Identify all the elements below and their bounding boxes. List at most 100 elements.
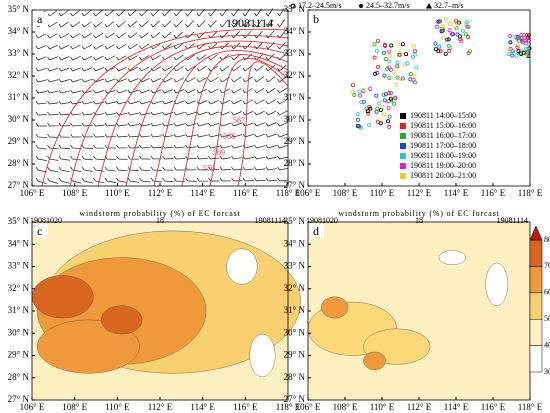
wind-barb [81,32,92,39]
wind-barb [93,67,104,72]
wind-barb [127,155,140,160]
wind-barb [265,177,277,182]
y-tick-label: 28° N [284,372,306,382]
station-obs [372,42,377,47]
wind-barb [127,100,139,105]
station-obs [381,92,386,97]
wind-barb [219,19,229,28]
wind-barb [231,155,243,160]
wind-barb [150,9,160,17]
panel-title: windstorm probability (%) of EC forcast [79,209,240,218]
wind-barb [127,89,139,94]
station-obs [382,112,387,117]
wind-barb [173,144,185,149]
wind-barb [81,133,94,138]
init-time: 19081020 [30,216,62,225]
y-tick-label: 29° N [8,350,30,360]
wind-barb [104,21,115,28]
station-obs [400,76,405,81]
wind-barb [254,99,265,105]
wind-barb [104,100,116,105]
station-obs [382,73,387,78]
wind-barb [185,20,195,28]
wind-barb [35,78,47,83]
wind-barb [173,20,183,28]
x-tick-label: 112° E [148,188,173,198]
y-tick-label: 35° N [8,216,30,226]
wind-barb [116,89,128,94]
wind-barb [242,166,254,171]
wind-barb [139,55,150,61]
station-obs [527,42,532,47]
wind-barb [208,111,220,116]
probability-area [249,333,276,378]
station-obs [391,69,396,74]
wind-barb [150,155,163,160]
station-obs [387,76,392,81]
y-tick-label: 33° N [8,48,30,58]
y-tick-label: 32° N [8,70,30,80]
wind-barb [277,177,289,182]
wind-barb [162,166,174,171]
wind-barb [277,144,289,149]
lead-hours: 18 [156,216,164,225]
wind-barb [127,43,138,50]
wind-barb [196,155,208,160]
probability-area [100,305,143,335]
y-tick-label: 35° N [284,4,306,14]
wind-barb [265,76,276,83]
station-obs [507,48,512,53]
wind-barb [162,177,174,183]
wind-barb [219,166,231,171]
station-obs [525,33,530,38]
wind-barb [139,78,150,83]
legend-label: 190811 15:00–16:00 [410,121,476,130]
station-obs [373,71,378,76]
x-tick-label: 118° E [276,402,301,412]
wind-barb [58,89,70,94]
wind-barb [127,177,139,183]
station-obs [359,100,364,105]
wind-barb [185,155,197,160]
wind-barb [58,122,71,127]
station-obs [446,37,451,42]
wind-barb [127,122,139,127]
contour-label: 567 [233,116,245,125]
station-obs [447,28,452,33]
wind-barb [93,155,105,161]
wind-barb [277,133,289,138]
station-obs [383,56,388,61]
wind-barb [58,100,70,105]
wind-barb [93,133,105,138]
colorbar-tick-label: 50 [544,314,550,323]
y-tick-label: 34° N [284,26,306,36]
wind-barb [93,89,105,94]
station-obs [411,43,416,48]
y-tick-label: 34° N [284,238,306,248]
station-obs [515,43,520,48]
wind-barb [47,44,58,50]
station-obs [436,44,441,49]
station-obs [395,75,400,80]
station-obs [526,33,531,38]
colorbar-tick-label: 80 [544,235,550,244]
wind-barb [254,65,264,72]
wind-barb [93,44,104,50]
legend-swatch [400,153,406,159]
legend-swatch [400,123,406,129]
station-obs [366,111,371,116]
wind-barb [265,53,275,61]
wind-barb [104,44,115,50]
wind-barb [127,20,138,28]
station-obs [440,28,445,33]
wind-barb [116,32,127,39]
wind-barb [231,133,243,138]
station-obs [374,48,379,53]
wind-barb [162,122,174,127]
legend-label: 190811 14:00–15:00 [410,111,476,120]
wind-barb [47,111,59,116]
wind-barb [35,67,47,72]
wind-barb [196,111,208,116]
wind-barb [231,99,242,105]
station-obs [352,93,357,98]
